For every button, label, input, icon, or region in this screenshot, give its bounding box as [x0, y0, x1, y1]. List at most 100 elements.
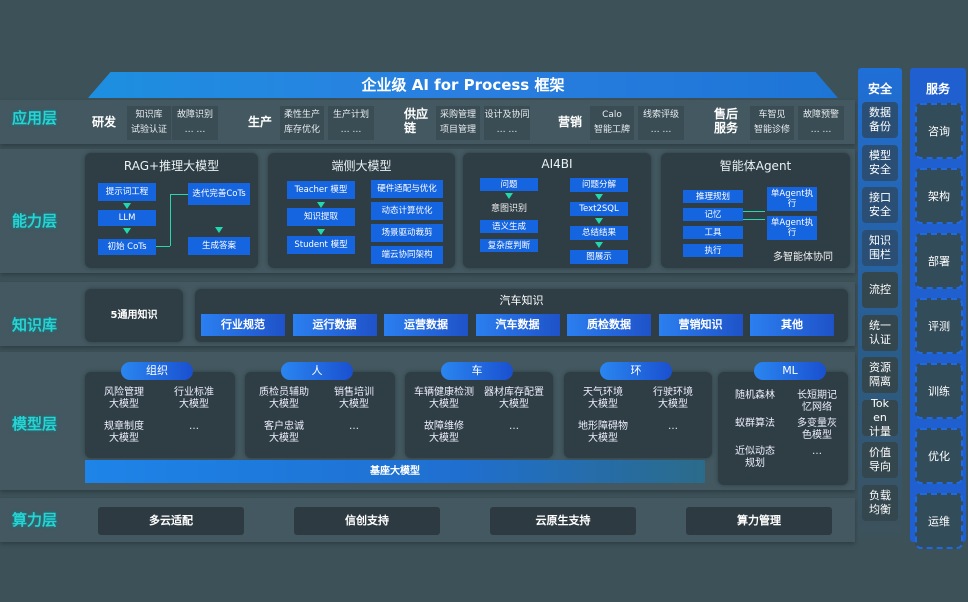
knowledge-chip[interactable]: 质检数据 — [567, 314, 651, 336]
security-item-label: Token计量 — [869, 396, 891, 438]
capability-block[interactable]: 记忆 — [683, 208, 743, 221]
model-panel — [85, 372, 235, 458]
app-item[interactable]: Calo 智能工牌 — [590, 106, 634, 140]
app-item[interactable]: 知识库 试验认证 — [127, 106, 171, 140]
capability-block[interactable]: Text2SQL — [570, 202, 628, 216]
model-tag[interactable]: 车 — [441, 362, 513, 380]
model-item[interactable]: … — [509, 421, 519, 432]
model-item[interactable]: 多变量灰 色模型 — [797, 418, 837, 441]
model-item[interactable]: … — [189, 421, 199, 432]
service-item[interactable]: 评测 — [915, 298, 963, 354]
knowledge-chip[interactable]: 运营数据 — [384, 314, 468, 336]
security-item[interactable]: 流控 — [862, 272, 898, 308]
model-item[interactable]: 行业标准 大模型 — [174, 387, 214, 410]
security-item[interactable]: 知识围栏 — [862, 229, 898, 266]
security-item[interactable]: 统一认证 — [862, 314, 898, 351]
app-item[interactable]: 柔性生产 库存优化 — [280, 106, 324, 140]
service-item[interactable]: 咨询 — [915, 103, 963, 159]
capability-block[interactable]: 语义生成 — [480, 220, 538, 233]
app-item[interactable]: 线索评级 … … — [638, 106, 684, 140]
app-item[interactable]: 车智见 智能诊修 — [750, 106, 794, 140]
service-item[interactable]: 部署 — [915, 233, 963, 289]
compute-box[interactable]: 云原生支持 — [490, 507, 636, 535]
arrow-down-icon — [317, 202, 325, 208]
capability-block[interactable]: 知识提取 — [287, 208, 355, 226]
capability-block[interactable]: 单Agent执行 — [767, 216, 817, 240]
compute-box[interactable]: 信创支持 — [294, 507, 440, 535]
model-item[interactable]: 故障维修 大模型 — [424, 421, 464, 444]
knowledge-chip[interactable]: 行业规范 — [201, 314, 285, 336]
capability-block[interactable]: 初始 CoTs — [98, 239, 156, 255]
security-item-label: 价值导向 — [869, 446, 891, 473]
service-item[interactable]: 训练 — [915, 363, 963, 419]
model-tag[interactable]: 环 — [600, 362, 672, 380]
arrow-down-icon — [317, 229, 325, 235]
capability-block[interactable]: 问题 — [480, 178, 538, 191]
model-tag[interactable]: ML — [754, 362, 826, 380]
security-item[interactable]: 资源隔离 — [862, 357, 898, 393]
model-item[interactable]: … — [668, 421, 678, 432]
capability-block[interactable]: 图展示 — [570, 250, 628, 264]
model-item[interactable]: 地形障碍物 大模型 — [578, 421, 628, 444]
capability-block[interactable]: 动态计算优化 — [371, 202, 443, 220]
model-tag[interactable]: 组织 — [121, 362, 193, 380]
security-item[interactable]: 模型安全 — [862, 144, 898, 181]
knowledge-chip[interactable]: 汽车数据 — [475, 314, 560, 336]
model-item[interactable]: 天气环境 大模型 — [583, 387, 623, 410]
intent-label: 意图识别 — [490, 204, 527, 214]
capability-block[interactable]: Teacher 模型 — [287, 181, 355, 199]
model-item[interactable]: 客户忠诚 大模型 — [264, 421, 304, 444]
capability-block[interactable]: 复杂度判断 — [480, 239, 538, 252]
capability-block[interactable]: 硬件适配与优化 — [371, 180, 443, 198]
capability-block[interactable]: 场景驱动裁剪 — [371, 224, 443, 242]
capability-block[interactable]: 工具 — [683, 226, 743, 239]
model-item[interactable]: 销售培训 大模型 — [334, 387, 374, 410]
security-item[interactable]: 价值导向 — [862, 442, 898, 478]
service-item[interactable]: 运维 — [915, 493, 963, 549]
security-item[interactable]: 接口安全 — [862, 187, 898, 223]
app-item[interactable]: 采购管理 项目管理 — [436, 106, 480, 140]
model-item[interactable]: 质检员辅助 大模型 — [259, 387, 309, 410]
service-item[interactable]: 优化 — [915, 428, 963, 484]
security-item[interactable]: 数据备份 — [862, 102, 898, 138]
capability-block[interactable]: 提示词工程 — [98, 183, 156, 201]
model-panel — [245, 372, 395, 458]
app-item[interactable]: 设计及协同 … … — [484, 106, 530, 140]
capability-block[interactable]: 推理规划 — [683, 190, 743, 203]
capability-block[interactable]: 单Agent执行 — [767, 187, 817, 211]
model-item[interactable]: 随机森林 — [735, 390, 775, 401]
capability-block[interactable]: 迭代完善CoTs — [188, 183, 250, 205]
base-model-bar[interactable]: 基座大模型 — [85, 460, 705, 483]
model-item[interactable]: 规章制度 大模型 — [104, 421, 144, 444]
model-item[interactable]: 近似动态 规划 — [735, 446, 775, 469]
capability-block[interactable]: LLM — [98, 210, 156, 226]
model-item[interactable]: … — [812, 446, 822, 457]
app-item[interactable]: 故障预警 … … — [798, 106, 844, 140]
capability-block[interactable]: 总结结果 — [570, 226, 628, 240]
capability-block[interactable]: 执行 — [683, 244, 743, 257]
rag-panel: RAG+推理大模型 提示词工程 LLM 初始 CoTs 迭代完善CoTs 生成答案 — [85, 153, 258, 268]
model-tag[interactable]: 人 — [281, 362, 353, 380]
model-item[interactable]: 行驶环境 大模型 — [653, 387, 693, 410]
service-item[interactable]: 架构 — [915, 168, 963, 224]
capability-block[interactable]: 问题分解 — [570, 178, 628, 192]
model-item[interactable]: 风险管理 大模型 — [104, 387, 144, 410]
compute-box[interactable]: 多云适配 — [98, 507, 244, 535]
capability-block[interactable]: 端云协同架构 — [371, 246, 443, 264]
knowledge-chip[interactable]: 其他 — [750, 314, 834, 336]
model-layer-label: 模型层 — [12, 415, 58, 433]
security-item[interactable]: Token计量 — [862, 396, 898, 438]
knowledge-chip[interactable]: 运行数据 — [292, 314, 377, 336]
knowledge-chip[interactable]: 营销知识 — [658, 314, 743, 336]
model-item[interactable]: 车辆健康检测 大模型 — [414, 387, 474, 410]
model-item[interactable]: 长短期记 忆网络 — [797, 390, 837, 413]
security-item[interactable]: 负载均衡 — [862, 484, 898, 521]
model-item[interactable]: … — [349, 421, 359, 432]
compute-box[interactable]: 算力管理 — [686, 507, 832, 535]
app-item[interactable]: 生产计划 … … — [328, 106, 374, 140]
model-item[interactable]: 蚁群算法 — [735, 418, 775, 429]
capability-block[interactable]: 生成答案 — [188, 237, 250, 255]
capability-block[interactable]: Student 模型 — [287, 236, 355, 254]
model-item[interactable]: 器材库存配置 大模型 — [484, 387, 544, 410]
app-item[interactable]: 故障识别 … … — [172, 106, 218, 140]
